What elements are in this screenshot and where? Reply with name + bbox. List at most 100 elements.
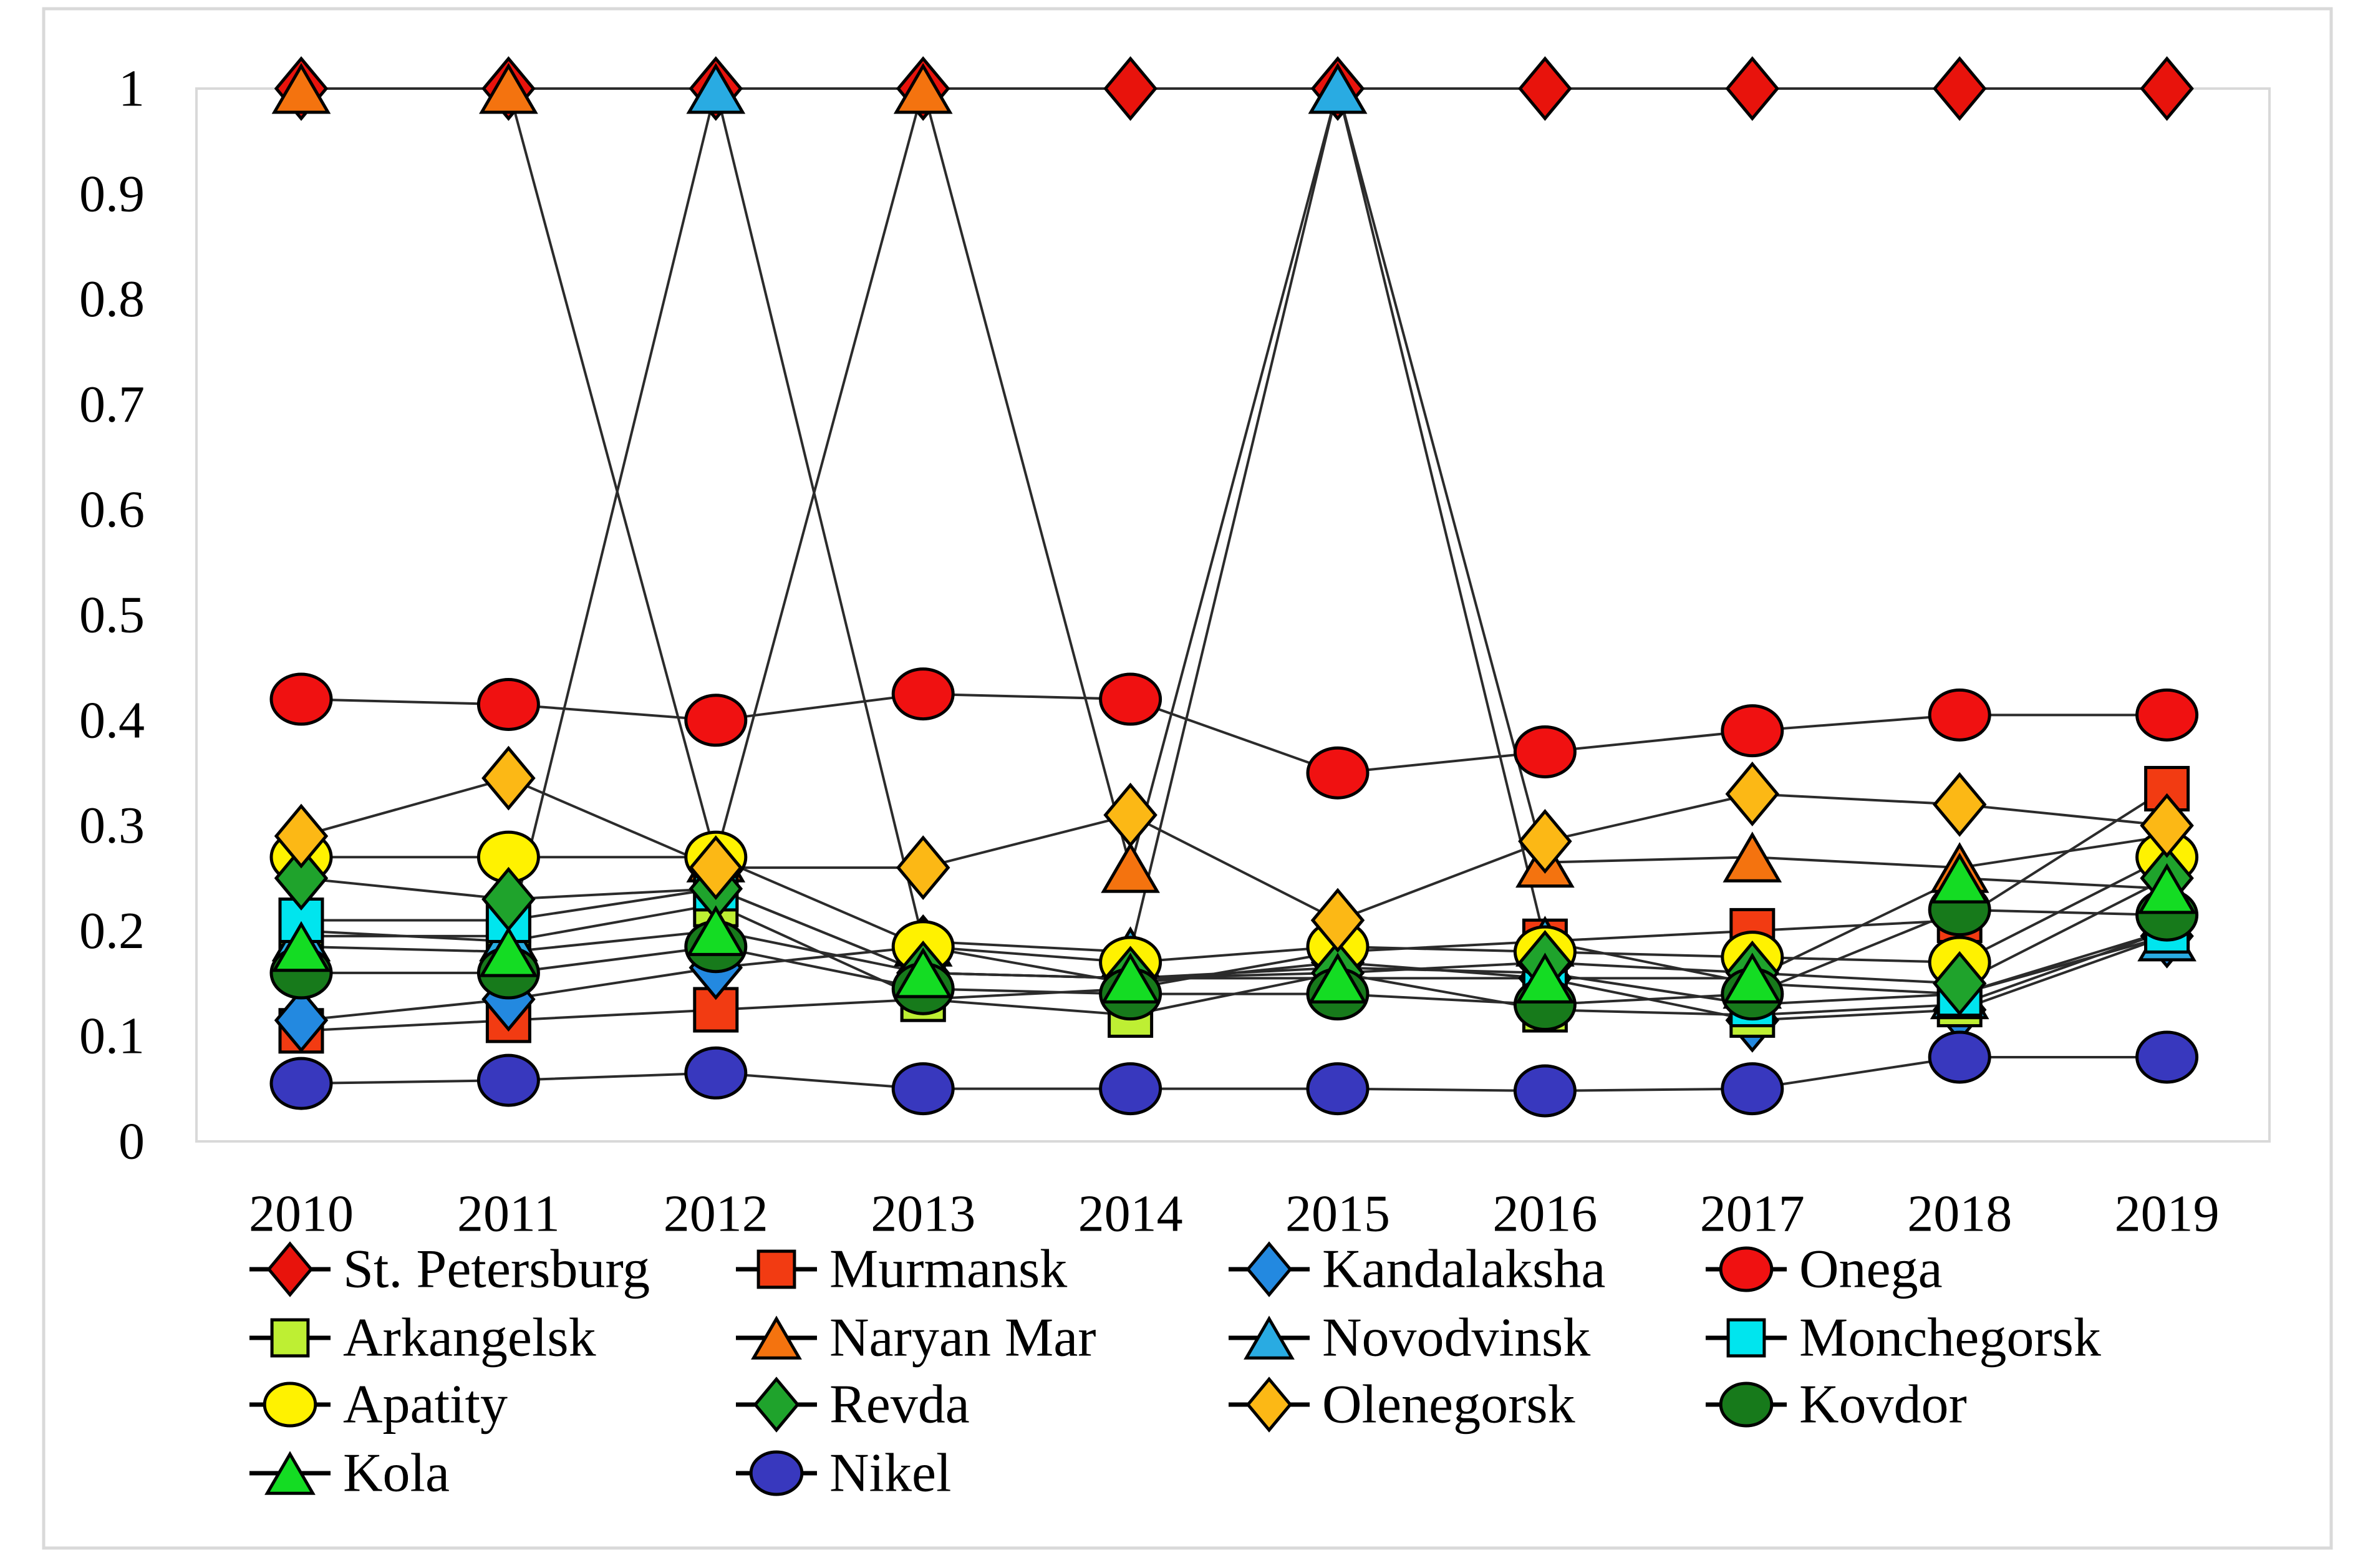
legend-item-kandalaksha: Kandalaksha [1229, 1239, 1605, 1300]
marker-kola-2010 [271, 921, 331, 972]
legend-label-kovdor: Kovdor [1799, 1375, 1967, 1435]
marker-st-petersburg-2014 [1103, 56, 1157, 121]
legend-item-monchegorsk: Monchegorsk [1706, 1308, 2101, 1368]
legend-label-nikel: Nikel [829, 1443, 952, 1504]
marker-kola-2015 [1308, 952, 1368, 1004]
legend-label-olenegorsk: Olenegorsk [1322, 1375, 1575, 1435]
marker-onega-2018 [1928, 688, 1991, 742]
legend-item-olenegorsk: Olenegorsk [1229, 1375, 1575, 1435]
y-tick-label-0_2: 0.2 [79, 902, 145, 960]
marker-kola-2016 [1515, 952, 1575, 1004]
x-tick-label-2013: 2013 [871, 1185, 975, 1243]
marker-nikel-2016 [1513, 1064, 1577, 1118]
marker-naryan-mar-2010 [271, 63, 331, 114]
x-tick-label-2011: 2011 [457, 1185, 560, 1243]
x-tick-label-2016: 2016 [1492, 1185, 1597, 1243]
marker-novodvinsk-2015 [1308, 63, 1368, 114]
series-line-kola [301, 876, 2167, 980]
series-line-apatity [301, 856, 2168, 964]
marker-olenegorsk-2012 [689, 835, 743, 901]
marker-olenegorsk-2016 [1518, 809, 1572, 874]
y-tick-label-0_8: 0.8 [79, 270, 145, 328]
marker-onega-2011 [476, 677, 540, 731]
x-tick-label-2010: 2010 [249, 1185, 354, 1243]
marker-olenegorsk-2014 [1103, 782, 1157, 848]
y-tick-label-0_4: 0.4 [79, 691, 145, 749]
marker-novodvinsk-2012 [686, 63, 746, 114]
y-tick-label-0: 0 [118, 1113, 145, 1171]
series-line-naryan-mar [301, 84, 2167, 873]
legend-marker-kandalaksha [1245, 1241, 1293, 1297]
marker-st-petersburg-2016 [1518, 56, 1572, 121]
marker-st-petersburg-2018 [1932, 56, 1987, 121]
marker-nikel-2010 [269, 1057, 333, 1110]
y-tick-label-1: 1 [118, 60, 145, 118]
legend-marker-arkangelsk [270, 1318, 310, 1358]
legend-label-murmansk: Murmansk [829, 1239, 1067, 1300]
figure-border [42, 7, 2333, 1550]
marker-kola-2018 [1930, 853, 1989, 904]
x-tick-label-2019: 2019 [2115, 1185, 2220, 1243]
marker-olenegorsk-2017 [1725, 762, 1780, 826]
marker-kola-2012 [686, 905, 746, 956]
legend-marker-apatity [263, 1382, 317, 1428]
marker-st-petersburg-2019 [2140, 56, 2194, 121]
legend-item-naryan-mar: Naryan Mar [736, 1308, 1096, 1368]
marker-nikel-2018 [1928, 1030, 1991, 1084]
marker-onega-2012 [684, 694, 748, 747]
legend-item-apatity: Apatity [249, 1375, 508, 1435]
marker-kandalaksha-2010 [274, 987, 329, 1053]
legend-marker-onega [1719, 1246, 1774, 1292]
legend-item-arkangelsk: Arkangelsk [249, 1308, 596, 1368]
marker-kola-2017 [1723, 952, 1782, 1004]
marker-olenegorsk-2019 [2140, 793, 2194, 858]
marker-onega-2014 [1099, 672, 1162, 726]
marker-nikel-2015 [1306, 1062, 1370, 1116]
marker-nikel-2017 [1721, 1062, 1784, 1116]
legend-marker-kola [264, 1451, 316, 1495]
y-tick-label-0_7: 0.7 [79, 375, 145, 433]
x-tick-label-2017: 2017 [1700, 1185, 1805, 1243]
legend-label-onega: Onega [1799, 1239, 1943, 1300]
marker-onega-2015 [1306, 746, 1370, 800]
marker-olenegorsk-2011 [481, 745, 536, 811]
marker-naryan-mar-2017 [1723, 831, 1782, 883]
marker-kola-2014 [1101, 952, 1160, 1004]
series-line-novodvinsk [301, 88, 2168, 995]
marker-kola-2013 [893, 947, 953, 999]
legend-marker-st-petersburg [266, 1241, 314, 1297]
marker-onega-2019 [2135, 688, 2199, 742]
marker-st-petersburg-2017 [1725, 56, 1780, 121]
y-tick-label-0_3: 0.3 [79, 796, 145, 854]
legend-label-apatity: Apatity [343, 1375, 508, 1435]
marker-revda-2010 [274, 846, 329, 911]
marker-olenegorsk-2013 [896, 835, 950, 901]
marker-naryan-mar-2011 [479, 63, 538, 114]
legend-label-revda: Revda [829, 1375, 970, 1435]
marker-nikel-2019 [2135, 1030, 2199, 1084]
legend-item-revda: Revda [736, 1375, 970, 1435]
y-tick-label-0_9: 0.9 [79, 165, 145, 223]
marker-revda-2018 [1932, 951, 1987, 1016]
legend-marker-nikel [749, 1450, 804, 1496]
legend-label-st-petersburg: St. Petersburg [343, 1239, 650, 1300]
marker-kola-2019 [2137, 863, 2196, 914]
marker-onega-2016 [1513, 725, 1577, 778]
y-tick-label-0_1: 0.1 [79, 1007, 145, 1065]
marker-olenegorsk-2010 [274, 803, 329, 869]
legend-marker-kovdor [1719, 1382, 1774, 1428]
y-tick-label-0_5: 0.5 [79, 586, 145, 644]
series-line-onega [301, 692, 2167, 775]
marker-naryan-mar-2013 [893, 63, 953, 114]
series-line-kovdor [301, 908, 2167, 1006]
legend-item-onega: Onega [1706, 1239, 1943, 1300]
legend-marker-naryan-mar [751, 1315, 802, 1360]
legend-item-novodvinsk: Novodvinsk [1229, 1308, 1590, 1368]
x-tick-label-2012: 2012 [664, 1185, 768, 1243]
x-tick-label-2015: 2015 [1285, 1185, 1390, 1243]
legend-label-kola: Kola [343, 1443, 450, 1504]
series-line-murmansk [301, 787, 2168, 1032]
legend-marker-revda [753, 1377, 800, 1433]
series-line-monchegorsk [301, 887, 2168, 1006]
